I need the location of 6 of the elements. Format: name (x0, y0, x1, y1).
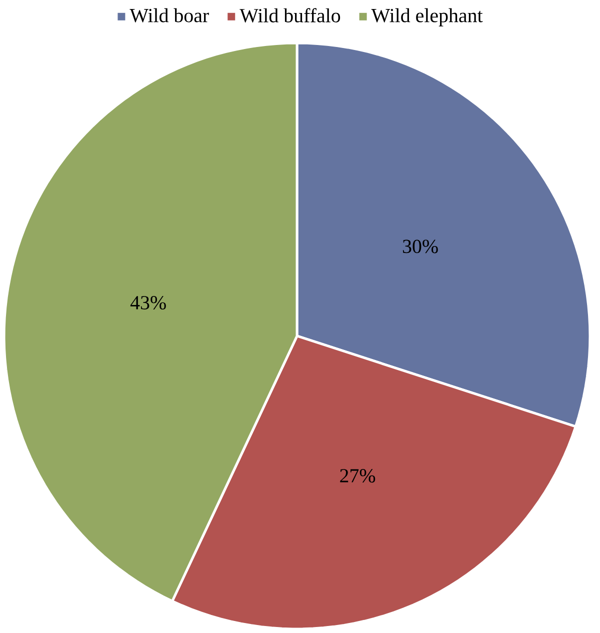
legend-label: Wild boar (130, 8, 209, 22)
legend-label: Wild elephant (371, 8, 483, 26)
data-label: 30% (402, 240, 438, 254)
data-label: 27% (340, 469, 376, 483)
data-label: 43% (130, 296, 166, 310)
legend-label: Wild buffalo (240, 8, 340, 22)
